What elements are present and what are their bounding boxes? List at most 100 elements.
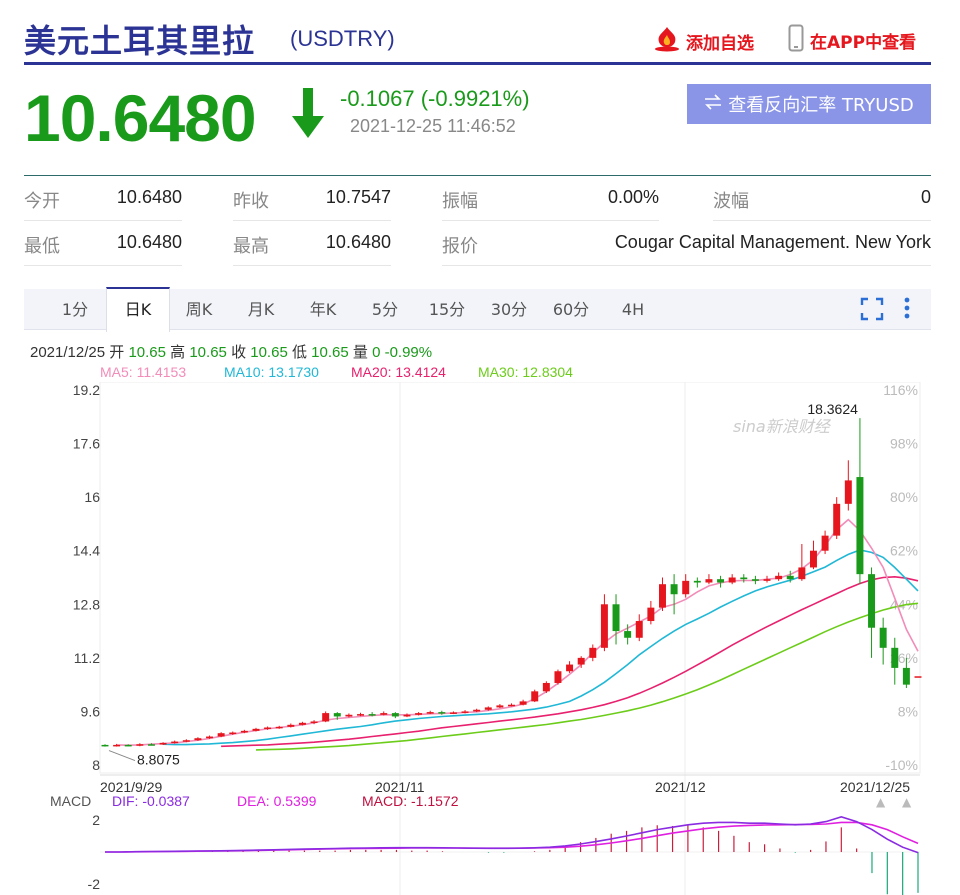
candle — [914, 676, 922, 678]
y-tick-label: 16 — [84, 489, 100, 505]
macd-dif-line — [105, 815, 919, 854]
candle — [600, 604, 608, 648]
stat-divider — [24, 265, 182, 266]
add-watchlist-label: 添加自选 — [686, 34, 754, 54]
info-open: 10.65 — [128, 344, 166, 361]
macd-value-label: MACD: -1.1572 — [362, 793, 459, 809]
candle — [879, 627, 887, 648]
current-price: 10.6480 — [24, 81, 257, 155]
tab-4h[interactable]: 4H — [621, 300, 645, 319]
y-tick-label: 17.6 — [73, 436, 100, 452]
candle — [391, 713, 399, 717]
tab-60min[interactable]: 60分 — [552, 300, 590, 319]
info-volume: 0 — [372, 344, 381, 361]
candle — [682, 580, 690, 595]
candle — [415, 713, 423, 715]
candle — [322, 713, 330, 722]
macd-y-tick: -2 — [88, 876, 101, 892]
stat-high-label: 最高 — [233, 236, 269, 257]
pct-tick-label: 8% — [898, 703, 918, 719]
candle — [554, 671, 562, 683]
reverse-rate-button[interactable]: 查看反向汇率 TRYUSD — [687, 84, 931, 124]
tab-15min[interactable]: 15分 — [428, 300, 466, 319]
candle — [136, 744, 144, 746]
candle — [856, 477, 864, 575]
stats-divider — [24, 175, 931, 176]
info-date: 2021/12/25 — [30, 344, 106, 361]
candle — [357, 714, 364, 716]
stat-quote-source-value: Cougar Capital Management. New York — [614, 232, 931, 252]
add-watchlist-button[interactable]: 添加自选 — [652, 26, 754, 57]
legend-ma20: MA20: 13.4124 — [351, 364, 446, 380]
reverse-rate-label: 查看反向汇率 TRYUSD — [728, 95, 914, 116]
tab-yearly-k[interactable]: 年K — [309, 300, 337, 319]
candle — [659, 584, 666, 608]
candle — [206, 736, 214, 739]
x-axis-label: 2021/12/25 — [840, 779, 910, 795]
quote-timestamp: 2021-12-25 11:46:52 — [350, 116, 516, 136]
candle — [624, 631, 632, 638]
phone-icon — [788, 24, 804, 57]
tab-30min[interactable]: 30分 — [490, 300, 528, 319]
stat-divider — [24, 220, 182, 221]
stat-divider — [442, 220, 659, 221]
candle — [368, 714, 376, 716]
view-in-app-label: 在APP中查看 — [810, 33, 917, 53]
y-tick-label: 14.4 — [73, 543, 100, 559]
tab-5min[interactable]: 5分 — [371, 300, 399, 319]
info-low-label: 低 — [291, 344, 307, 361]
candle — [612, 604, 620, 632]
pct-tick-label: 98% — [890, 436, 918, 452]
stat-divider — [442, 265, 931, 266]
more-options-icon[interactable] — [902, 296, 912, 326]
candle — [798, 567, 806, 580]
min-price-pointer — [108, 750, 136, 762]
macd-dea-label: DEA: 0.5399 — [237, 793, 317, 809]
legend-ma5: MA5: 11.4153 — [100, 364, 187, 380]
max-price-label: 18.3624 — [807, 401, 858, 417]
candle — [728, 577, 736, 583]
tab-monthly-k[interactable]: 月K — [247, 300, 275, 319]
candle — [775, 575, 783, 580]
view-in-app-button[interactable]: 在APP中查看 — [788, 24, 916, 57]
candle — [821, 535, 829, 551]
stat-prev-close-label: 昨收 — [233, 191, 269, 212]
candle — [647, 607, 655, 622]
y-tick-label: 9.6 — [81, 703, 101, 719]
price-change: -0.1067 (-0.9921%) — [340, 86, 530, 111]
stat-volatility-value: 0 — [920, 187, 931, 207]
tab-weekly-k[interactable]: 周K — [185, 300, 213, 319]
stat-quote-source-label: 报价 — [442, 236, 478, 257]
stat-volatility-label: 波幅 — [713, 191, 749, 212]
pct-tick-label: 116% — [883, 382, 918, 398]
stat-divider — [233, 220, 391, 221]
tab-1min[interactable]: 1分 — [61, 300, 89, 319]
kline-chart[interactable]: 19.217.61614.412.811.29.68116%98%80%62%4… — [0, 382, 960, 895]
candle — [403, 714, 411, 717]
macd-dif-label: DIF: -0.0387 — [112, 793, 190, 809]
candle — [566, 664, 574, 672]
info-close-label: 收 — [231, 344, 247, 361]
tab-daily-k[interactable]: 日K — [106, 287, 170, 332]
candle — [438, 712, 446, 714]
min-price-label: 8.8075 — [137, 752, 180, 768]
info-high-label: 高 — [170, 344, 186, 361]
candle — [809, 550, 817, 568]
candle — [496, 705, 504, 708]
y-tick-label: 12.8 — [73, 596, 100, 612]
candle — [426, 712, 434, 714]
pct-tick-label: 80% — [890, 489, 918, 505]
y-tick-label: 11.2 — [74, 650, 100, 666]
candle — [519, 701, 527, 705]
candle — [763, 579, 771, 581]
y-tick-label: 19.2 — [73, 382, 100, 398]
info-close: 10.65 — [250, 344, 288, 361]
candle — [705, 579, 713, 583]
fullscreen-icon[interactable] — [860, 297, 884, 325]
candle — [252, 728, 260, 731]
page-title: 美元土耳其里拉 — [24, 22, 256, 60]
candle — [693, 580, 701, 583]
candle — [310, 721, 318, 723]
candle — [113, 744, 121, 747]
x-axis-label: 2021/11 — [375, 779, 425, 795]
